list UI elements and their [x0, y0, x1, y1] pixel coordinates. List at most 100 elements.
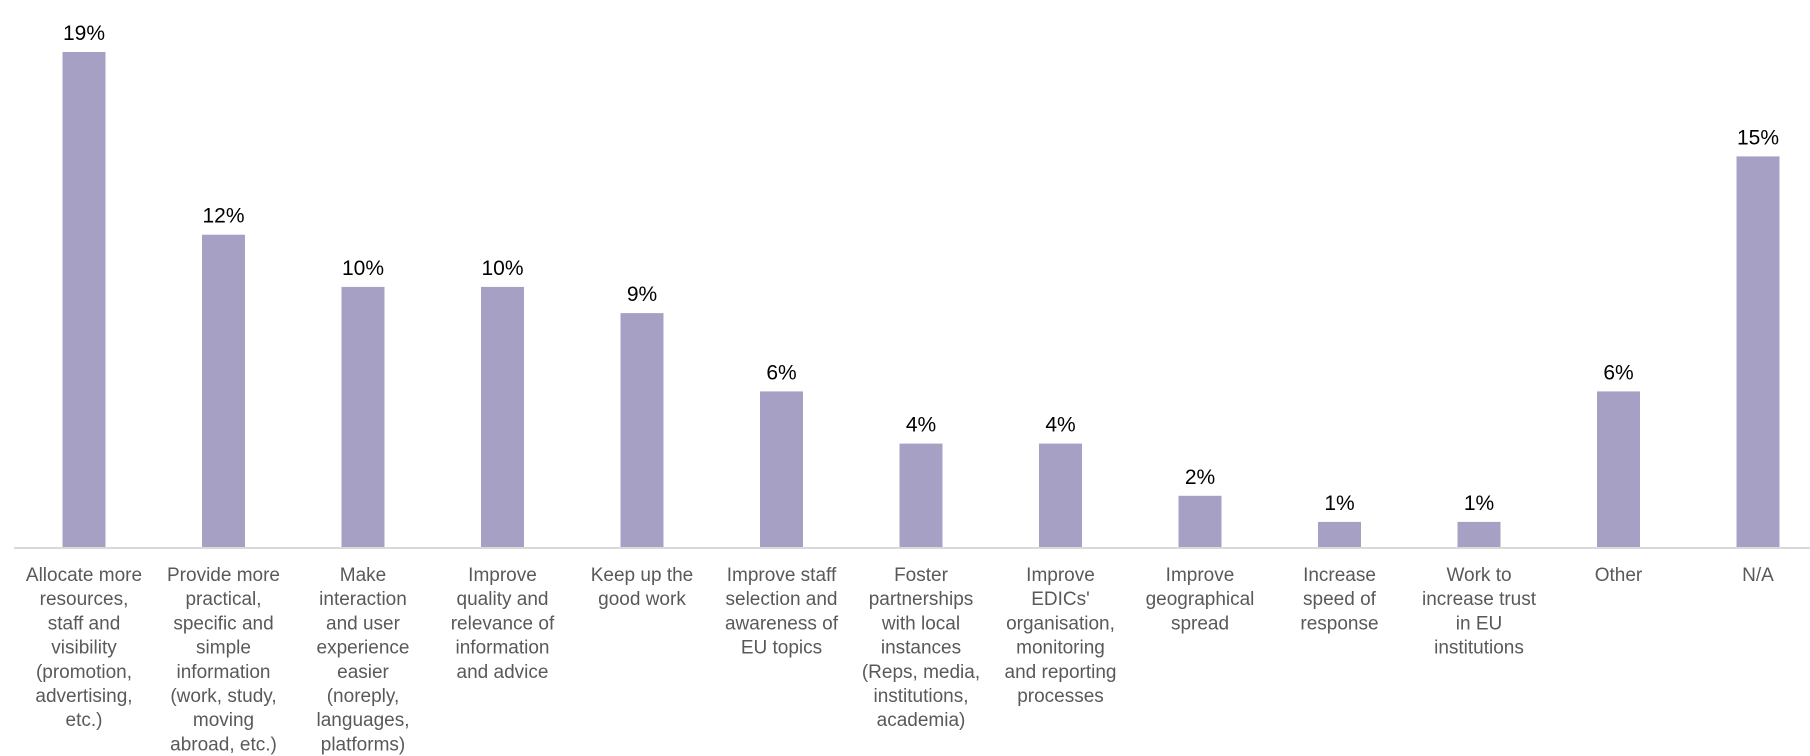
category-label-0: Allocate more resources, staff and visibili… [26, 565, 142, 731]
value-label-5: 6% [766, 361, 796, 384]
bar-2 [341, 286, 385, 548]
category-label-line: information [177, 662, 271, 683]
category-label-11: Other [1595, 565, 1643, 586]
category-label-line: Improve [1026, 565, 1095, 586]
bar-7 [1039, 443, 1082, 548]
category-label-line: speed of [1303, 589, 1377, 610]
value-labels-group: 19% 12% 10% 10% 9% 6% 4% 4% 2% 1% 1% 6% 15% [63, 22, 1779, 515]
bar-10 [1457, 521, 1501, 548]
category-label-line: with local [881, 613, 960, 634]
category-label-line: information [456, 638, 550, 659]
category-label-line: Improve staff [727, 565, 837, 586]
category-label-12: N/A [1742, 565, 1774, 586]
bar-1 [202, 234, 245, 548]
value-label-1: 12% [202, 205, 244, 228]
category-label-line: Keep up the [591, 565, 693, 586]
category-label-line: increase trust [1422, 589, 1537, 610]
category-label-line: Other [1595, 565, 1643, 586]
category-label-line: and reporting [1005, 662, 1117, 683]
bar-4 [620, 313, 664, 548]
value-label-7: 4% [1045, 414, 1075, 437]
category-label-line: Increase [1303, 565, 1376, 586]
category-label-line: staff and [48, 613, 121, 634]
category-label-line: organisation, [1006, 613, 1115, 634]
category-label-line: processes [1017, 686, 1104, 707]
category-label-line: Provide more [167, 565, 280, 586]
value-label-11: 6% [1603, 361, 1633, 384]
category-label-line: interaction [319, 589, 407, 610]
category-labels-group: Allocate more resources, staff and visibili… [26, 565, 1774, 755]
category-label-9: Increase speed of response [1300, 565, 1378, 634]
category-label-line: EDICs' [1031, 589, 1090, 610]
category-label-line: experience [317, 638, 410, 659]
category-label-line: relevance of [451, 613, 555, 634]
category-label-line: N/A [1742, 565, 1774, 586]
value-label-6: 4% [906, 414, 936, 437]
category-label-line: easier [337, 662, 389, 683]
category-label-line: (noreply, [327, 686, 400, 707]
category-label-line: etc.) [66, 710, 103, 731]
category-label-line: academia) [877, 710, 966, 731]
category-label-line: quality and [457, 589, 549, 610]
category-label-line: specific and [173, 613, 273, 634]
category-label-line: monitoring [1016, 638, 1105, 659]
category-label-line: (promotion, [36, 662, 132, 683]
category-label-line: good work [598, 589, 686, 610]
category-label-line: and user [326, 613, 401, 634]
category-label-line: moving [193, 710, 254, 731]
bars-group [62, 52, 1780, 548]
category-label-10: Work to increase trust in EU institutions [1422, 565, 1537, 659]
category-label-5: Improve staff selection and awareness of EU… [725, 565, 839, 659]
category-label-line: EU topics [741, 638, 822, 659]
value-label-8: 2% [1185, 466, 1215, 489]
bar-9 [1318, 521, 1361, 548]
category-label-line: abroad, etc.) [170, 734, 277, 755]
bar-0 [62, 52, 106, 548]
category-label-8: Improve geographical spread [1146, 565, 1255, 634]
category-label-line: platforms) [321, 734, 405, 755]
category-label-line: languages, [317, 710, 410, 731]
value-label-0: 19% [63, 22, 105, 45]
category-label-line: Improve [1166, 565, 1235, 586]
category-label-line: Allocate more [26, 565, 142, 586]
category-label-line: practical, [185, 589, 261, 610]
category-label-1: Provide more practical, specific and simple… [167, 565, 280, 755]
value-label-12: 15% [1737, 126, 1779, 149]
value-label-9: 1% [1324, 492, 1354, 515]
category-label-line: Make [340, 565, 386, 586]
category-label-line: institutions, [873, 686, 968, 707]
category-label-line: advertising, [35, 686, 132, 707]
value-label-2: 10% [342, 257, 384, 280]
category-label-7: Improve EDICs' organisation, monitoring and … [1005, 565, 1117, 707]
category-label-line: simple [196, 638, 251, 659]
bar-3 [481, 286, 524, 548]
category-label-4: Keep up the good work [591, 565, 693, 610]
category-label-3: Improve quality and relevance of informatio… [451, 565, 555, 683]
bar-12 [1736, 156, 1780, 548]
category-label-line: Work to [1446, 565, 1511, 586]
category-label-line: response [1300, 613, 1378, 634]
value-label-3: 10% [481, 257, 523, 280]
category-label-line: Foster [894, 565, 949, 586]
bar-6 [899, 443, 943, 548]
category-label-6: Foster partnerships with local instances (Re… [862, 565, 980, 731]
bar-5 [760, 391, 803, 548]
bar-8 [1178, 495, 1222, 548]
category-label-line: institutions [1434, 638, 1524, 659]
category-label-line: geographical [1146, 589, 1255, 610]
category-label-line: visibility [51, 638, 117, 659]
category-label-line: selection and [726, 589, 838, 610]
category-label-line: instances [881, 638, 961, 659]
bar-11 [1597, 391, 1640, 548]
category-label-line: (Reps, media, [862, 662, 980, 683]
value-label-10: 1% [1464, 492, 1494, 515]
category-label-line: and advice [457, 662, 549, 683]
category-label-line: partnerships [869, 589, 974, 610]
category-label-line: awareness of [725, 613, 839, 634]
category-label-line: resources, [40, 589, 129, 610]
category-label-line: in EU [1456, 613, 1502, 634]
category-label-line: Improve [468, 565, 537, 586]
category-label-line: spread [1171, 613, 1229, 634]
category-label-2: Make interaction and user experience easier (… [317, 565, 410, 755]
